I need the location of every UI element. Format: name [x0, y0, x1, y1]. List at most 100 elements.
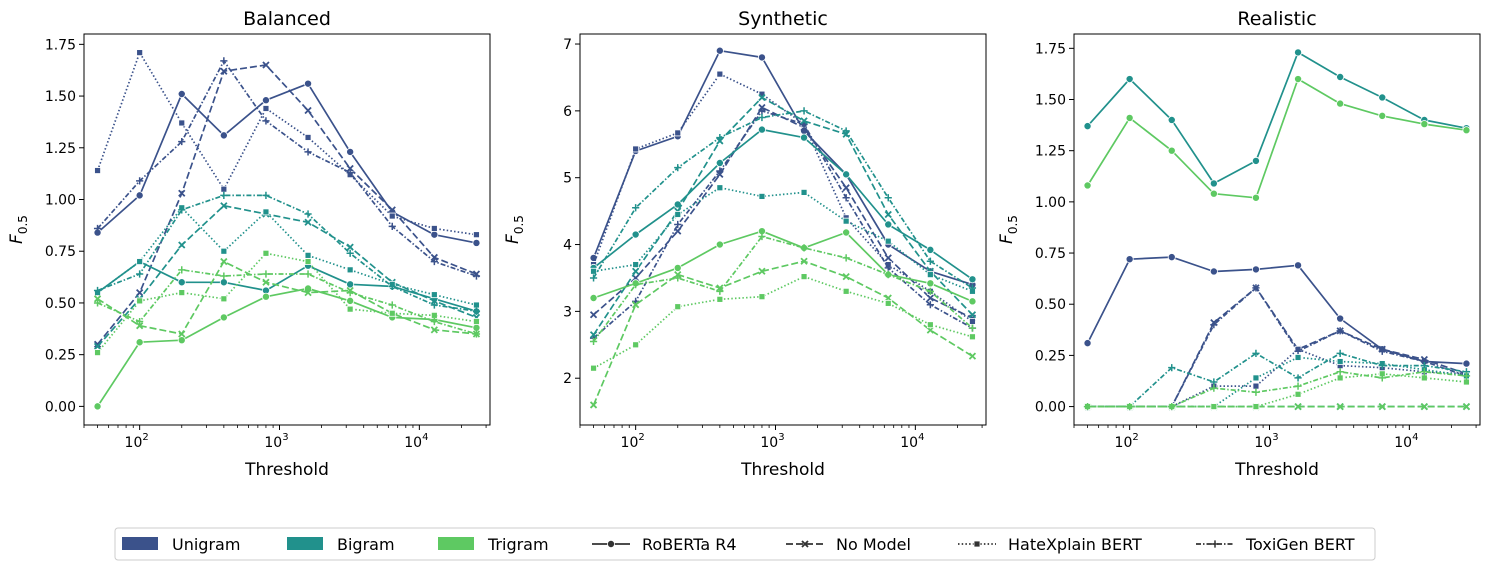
panel-title: Balanced: [243, 8, 331, 30]
series-unigram-toxigen-bert-point: [136, 177, 144, 185]
series-unigram-toxigen-bert-point: [220, 57, 228, 65]
series-unigram-roberta-r4-line: [1086, 256, 1467, 365]
series-bigram-roberta-r4-point: [1294, 48, 1303, 57]
series-bigram-hatexplain-bert-point: [1336, 358, 1344, 365]
series-unigram-hatexplain-bert-point: [94, 167, 101, 174]
series-bigram-toxigen-bert-point: [136, 270, 144, 278]
series-trigram-hatexplain-bert-point: [716, 295, 724, 303]
series-bigram-toxigen-bert-point: [1336, 349, 1344, 357]
series-bigram-toxigen-bert-point: [1420, 362, 1428, 370]
series-unigram-toxigen-bert-point: [716, 167, 724, 175]
series-trigram-hatexplain-bert-point: [1463, 378, 1470, 386]
series-unigram-hatexplain-bert-point: [304, 134, 312, 141]
series-unigram-no-model-point: [388, 206, 396, 214]
series-bigram-toxigen-bert-point: [178, 206, 186, 214]
axes-frame: [1073, 33, 1481, 426]
y-tick-label: 0.50: [45, 296, 76, 312]
series-unigram-hatexplain-bert-point: [716, 70, 724, 78]
series-unigram-roberta-r4-point: [1083, 339, 1092, 348]
series-trigram-no-model-point: [800, 257, 808, 265]
series-trigram-toxigen-bert-point: [1294, 382, 1302, 390]
series-trigram-no-model-point: [1336, 402, 1344, 411]
series-bigram-toxigen-bert-point: [632, 204, 640, 212]
series-unigram-no-model-point: [178, 189, 186, 197]
series-unigram-toxigen-bert-point: [1252, 284, 1260, 292]
y-tick-label: 3: [563, 304, 572, 320]
series-bigram-roberta-r4-point: [1251, 156, 1260, 165]
series-trigram-toxigen-bert-point: [136, 317, 144, 326]
series-bigram-hatexplain-bert-line: [593, 186, 973, 293]
series-bigram-roberta-r4-point: [926, 245, 935, 254]
series-trigram-hatexplain-bert-point: [758, 293, 766, 301]
series-unigram-roberta-r4-point: [1294, 261, 1303, 270]
series-bigram-toxigen-bert-point: [842, 127, 850, 135]
y-tick-label: 5: [563, 171, 572, 187]
series-group: [589, 46, 977, 409]
series-unigram-toxigen-bert-point: [1378, 347, 1386, 355]
series-trigram-toxigen-bert-point: [262, 270, 270, 278]
series-bigram-toxigen-bert-point: [716, 133, 724, 142]
legend-swatch-unigram: [122, 537, 158, 550]
series-trigram-no-model-point: [304, 288, 312, 297]
series-trigram-roberta-r4-point: [1336, 99, 1345, 108]
series-trigram-hatexplain-bert-point: [304, 258, 312, 265]
series-group: [93, 49, 481, 411]
series-trigram-no-model-point: [1462, 402, 1471, 411]
series-bigram-no-model-point: [968, 311, 977, 319]
series-trigram-toxigen-bert-point: [800, 244, 808, 252]
series-unigram-toxigen-bert-point: [178, 137, 186, 146]
series-unigram-hatexplain-bert-point: [136, 49, 144, 57]
series-bigram-no-model-point: [632, 267, 640, 275]
series-bigram-toxigen-bert-line: [97, 194, 477, 313]
series-unigram-roberta-r4-point: [1167, 253, 1176, 262]
series-trigram-no-model-point: [262, 278, 270, 286]
series-trigram-toxigen-bert-point: [674, 274, 682, 282]
y-tick-label: 0.50: [1035, 297, 1066, 313]
series-trigram-hatexplain-bert-point: [1420, 374, 1428, 382]
series-bigram-roberta-r4-point: [1209, 179, 1218, 188]
x-axis-label: Threshold: [740, 460, 825, 480]
series-trigram-toxigen-bert-point: [926, 287, 934, 295]
series-unigram-roberta-r4-point: [346, 147, 355, 156]
series-trigram-toxigen-bert-point: [472, 330, 481, 338]
series-trigram-no-model-point: [1378, 402, 1386, 411]
series-trigram-toxigen-bert-point: [93, 299, 102, 307]
series-trigram-no-model-line: [97, 260, 477, 335]
series-bigram-toxigen-bert-point: [262, 191, 270, 199]
series-unigram-toxigen-bert-point: [304, 148, 312, 156]
legend-label-unigram: Unigram: [172, 535, 240, 554]
series-trigram-toxigen-bert-point: [968, 324, 977, 332]
series-trigram-roberta-r4-point: [1251, 193, 1260, 202]
series-trigram-hatexplain-bert-point: [1252, 403, 1260, 410]
series-bigram-toxigen-bert-point: [926, 257, 934, 265]
series-bigram-no-model-line: [96, 204, 477, 347]
panel-title: Synthetic: [738, 8, 828, 30]
series-trigram-hatexplain-bert-point: [1210, 403, 1218, 410]
series-unigram-hatexplain-bert-point: [674, 129, 682, 137]
series-trigram-roberta-r4-point: [1294, 75, 1303, 84]
y-tick-label: 4: [563, 238, 572, 254]
series-bigram-toxigen-bert-point: [346, 249, 354, 257]
series-trigram-roberta-r4-point: [715, 240, 724, 249]
series-unigram-toxigen-bert-point: [884, 264, 892, 272]
series-trigram-toxigen-bert-point: [758, 232, 766, 241]
series-bigram-no-model-point: [220, 202, 228, 210]
series-bigram-roberta-r4-point: [800, 133, 809, 142]
x-tick-label: 104: [1394, 432, 1418, 451]
series-trigram-no-model-point: [178, 330, 186, 338]
series-trigram-toxigen-bert-point: [1462, 372, 1471, 380]
series-bigram-no-model-point: [758, 93, 766, 102]
y-tick-label: 0.25: [45, 348, 76, 364]
y-axis-label: F0.5: [7, 215, 30, 244]
series-trigram-roberta-r4-point: [842, 228, 851, 237]
series-trigram-toxigen-bert-point: [1210, 384, 1218, 392]
series-unigram-hatexplain-bert-point: [1252, 382, 1260, 390]
legend-marker-no-model: [801, 540, 809, 548]
series-trigram-roberta-r4-point: [472, 323, 481, 332]
series-bigram-hatexplain-bert-point: [304, 251, 312, 259]
series-bigram-toxigen-bert-point: [220, 191, 228, 199]
series-unigram-no-model-point: [93, 340, 102, 348]
y-tick-label: 1.00: [1035, 195, 1066, 211]
series-bigram-hatexplain-bert-point: [430, 291, 438, 299]
panel-realistic: Realistic 0.00 0.25 0.50 0.75 1.00 1.25 1.50 1.7…: [997, 8, 1481, 480]
